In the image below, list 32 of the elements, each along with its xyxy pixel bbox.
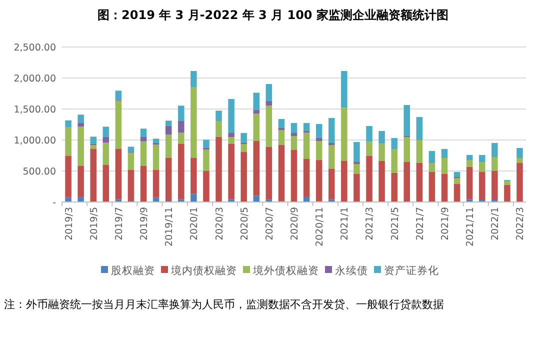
x-tick-label: 2022/1 <box>490 207 502 240</box>
x-tick-label: 2019/3 <box>64 207 75 240</box>
y-tick-label: 1,500.00 <box>14 104 56 116</box>
legend-label: 境外债权融资 <box>252 264 319 277</box>
x-tick-label: 2020/1 <box>189 207 200 240</box>
y-tick-label: 2,500.00 <box>14 42 56 54</box>
x-tick-label: 2021/3 <box>364 207 376 240</box>
y-tick-label: 2,000.00 <box>14 74 56 84</box>
x-tick-label: 2020/11 <box>314 207 326 246</box>
text: 注：外币融资统一按当月月末汇率换算为人民币，监测数据不含开发贷、一般银行贷款数据 <box>4 298 444 311</box>
x-tick-label: 2020/7 <box>264 207 276 240</box>
legend-label: 境内债权融资 <box>170 264 237 277</box>
x-tick-label: 2019/5 <box>88 207 100 240</box>
chart-title: 图：2019 年 3 月-2022 年 3 月 100 家监测企业融资额统计图 <box>98 8 448 22</box>
y-tick-label: - <box>52 198 56 208</box>
x-tick-label: 2019/7 <box>114 207 125 240</box>
x-tick-label: 2022/3 <box>515 207 526 240</box>
y-tick-label: 500.00 <box>22 166 56 178</box>
x-tick-label: 2021/9 <box>440 207 451 240</box>
x-tick-label: 2020/5 <box>239 207 250 240</box>
x-tick-label: 2019/9 <box>139 207 150 240</box>
x-tick-label: 2021/7 <box>414 207 426 240</box>
x-tick-label: 2020/9 <box>290 207 300 240</box>
x-tick-label: 2021/1 <box>340 207 351 240</box>
x-tick-label: 2021/11 <box>465 207 476 246</box>
x-tick-label: 2021/5 <box>390 207 401 240</box>
x-tick-label: 2020/3 <box>214 207 226 240</box>
legend-label: 股权融资 <box>111 265 155 277</box>
x-tick-label: 2019/11 <box>164 207 176 246</box>
legend-label: 资产证券化 <box>384 264 439 277</box>
legend-label: 永续债 <box>335 264 368 277</box>
y-tick-label: 1,000.00 <box>14 136 56 146</box>
